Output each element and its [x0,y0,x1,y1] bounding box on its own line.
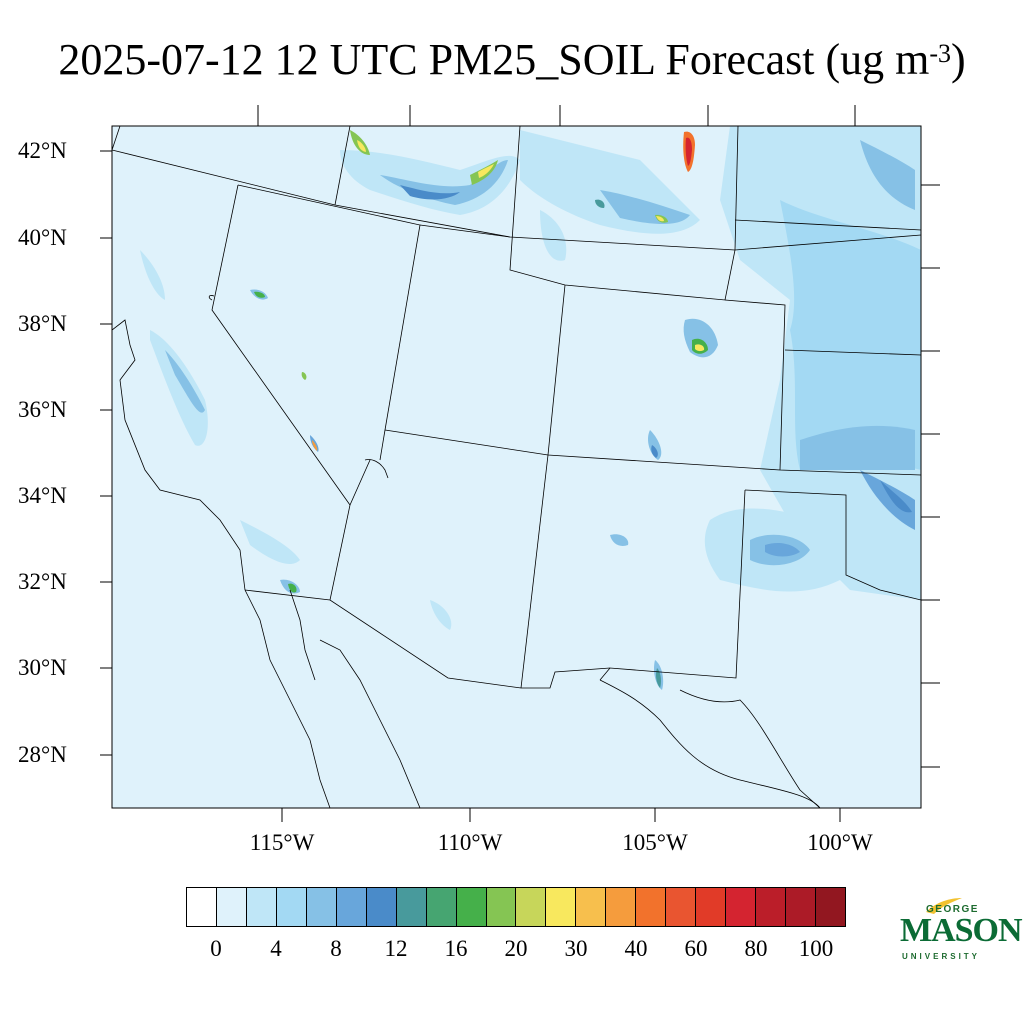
logo-line1: GEORGE [926,904,979,915]
lon-label: 110°W [437,830,503,855]
colorbar-tick-label: 20 [504,936,528,961]
colorbar-tick-label: 100 [798,936,834,961]
lon-label: 105°W [622,830,688,855]
lon-label: 115°W [249,830,315,855]
colorbar-tick-label: 4 [270,936,282,961]
colorbar-swatch [516,888,547,926]
title-superscript: -3 [929,39,951,68]
lon-label: 100°W [807,830,873,855]
title-text: 2025-07-12 12 UTC PM25_SOIL Forecast (ug… [58,35,930,84]
colorbar-swatch [786,888,817,926]
axis-ticks [100,105,940,822]
map-frame [111,125,922,809]
lat-label: 42°N [18,138,67,163]
lat-label: 30°N [18,655,67,680]
map-title: 2025-07-12 12 UTC PM25_SOIL Forecast (ug… [0,30,1024,90]
colorbar-swatch [486,888,517,926]
boundary-lines [112,126,921,808]
colorbar-tick-label: 40 [624,936,648,961]
colorbar-swatch [546,888,577,926]
colorbar-swatch [576,888,607,926]
logo-swoosh-icon [926,898,962,914]
colorbar-swatch [636,888,667,926]
colorbar-swatch [696,888,727,926]
lat-label: 34°N [18,483,67,508]
lat-label: 38°N [18,311,67,336]
colorbar-swatch [726,888,757,926]
logo-line2: MASON [900,912,1023,949]
colorbar-swatch [306,888,337,926]
title-closing: ) [951,35,966,84]
colorbar-swatch [756,888,787,926]
colorbar-swatch [456,888,487,926]
colorbar-tick-label: 60 [684,936,708,961]
colorbar-swatch [276,888,307,926]
lat-label: 40°N [18,225,67,250]
colorbar-tick-label: 0 [210,936,222,961]
george-mason-logo: GEORGE MASON UNIVERSITY [898,896,1023,966]
colorbar-swatch [246,888,277,926]
colorbar-tick-label: 8 [330,936,342,961]
lat-label: 36°N [18,397,67,422]
colorbar-swatch [336,888,367,926]
colorbar-swatch [426,888,457,926]
colorbar [186,887,846,927]
logo-line3: UNIVERSITY [902,952,981,961]
colorbar-swatch [606,888,637,926]
colorbar-tick-label: 12 [384,936,408,961]
colorbar-swatch [666,888,697,926]
concentration-shading [140,126,921,690]
colorbar-swatch [187,888,217,926]
colorbar-tick-label: 80 [744,936,768,961]
colorbar-swatch [216,888,247,926]
colorbar-swatch [366,888,397,926]
colorbar-tick-label: 16 [444,936,468,961]
lat-label: 28°N [18,742,67,767]
colorbar-tick-label: 30 [564,936,588,961]
colorbar-swatch [816,888,845,926]
lat-label: 32°N [18,569,67,594]
colorbar-swatch [396,888,427,926]
